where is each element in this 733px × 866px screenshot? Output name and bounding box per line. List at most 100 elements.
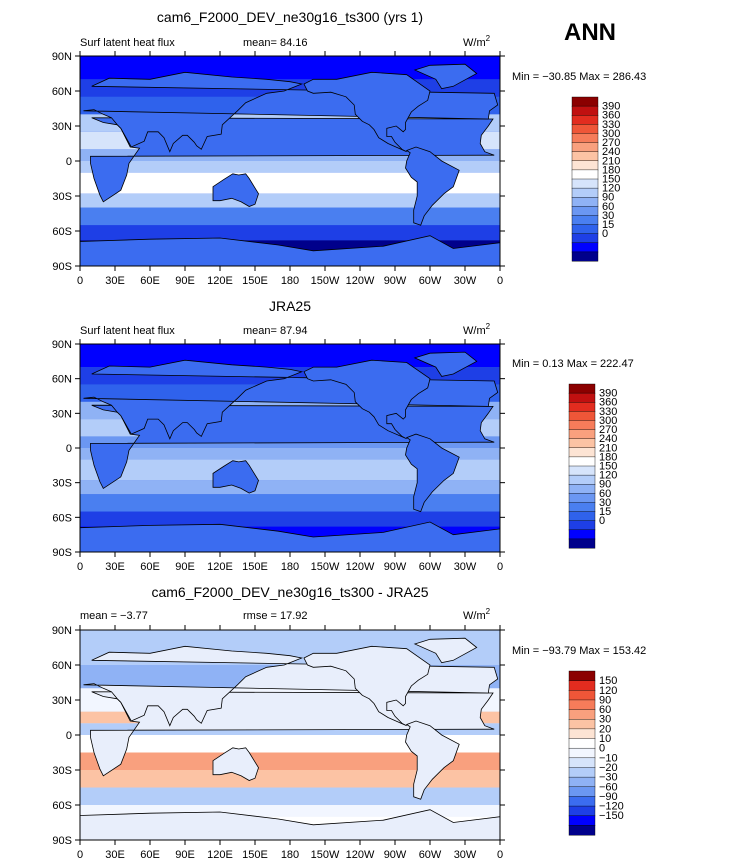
colorbar-label: −60	[599, 781, 618, 793]
colorbar-swatch	[571, 242, 599, 253]
lat-tick-label: 90N	[52, 339, 72, 351]
colorbar-label: 20	[599, 723, 611, 735]
lat-tick-label: 60N	[52, 374, 72, 386]
colorbar-swatch	[568, 484, 596, 494]
map-band	[80, 805, 500, 817]
colorbar-swatch	[568, 529, 596, 540]
colorbar-swatch	[568, 420, 596, 431]
colorbar-swatch	[568, 411, 596, 421]
lat-tick-label: 90S	[52, 835, 72, 847]
colorbar-label: 180	[599, 451, 617, 463]
colorbar-swatch	[568, 709, 596, 720]
map-band	[80, 459, 500, 481]
colorbar-label: 30	[602, 210, 614, 222]
lon-tick-label: 120E	[207, 561, 233, 573]
lon-tick-label: 120W	[346, 561, 375, 573]
continent-greenland	[413, 351, 478, 377]
lat-tick-label: 0	[66, 443, 72, 455]
colorbar-swatch	[568, 474, 596, 485]
variable-label: Surf latent heat flux	[80, 325, 175, 337]
colorbar-swatch	[568, 728, 596, 740]
mean-label: mean = −3.77	[80, 610, 148, 622]
lon-tick-label: 30E	[105, 561, 125, 573]
map-band	[80, 448, 500, 460]
lat-tick-label: 0	[66, 156, 72, 168]
variable-label: Surf latent heat flux	[80, 37, 175, 49]
lat-ticks: 90N 60N 30N 0 30S 60S 90S	[52, 51, 505, 273]
colorbar-swatch	[568, 493, 596, 503]
lat-tick-label: 0	[66, 730, 72, 742]
colorbar-swatch	[568, 383, 596, 394]
colorbar-label: 150	[602, 174, 620, 186]
colorbar-label: 270	[599, 424, 617, 436]
colorbar-label: 300	[602, 128, 620, 140]
rmse-label: rmse = 17.92	[243, 610, 308, 622]
map-band	[80, 225, 500, 241]
colorbar-label: −90	[599, 791, 618, 803]
colorbar-label: 120	[602, 183, 620, 195]
colorbar-swatch	[568, 786, 596, 797]
continent-north-america	[303, 645, 431, 727]
continent-australia	[212, 460, 259, 494]
map-band	[80, 193, 500, 208]
lat-tick-label: 30N	[52, 695, 72, 707]
minmax-label: Min = −93.79 Max = 153.42	[512, 645, 646, 657]
map-band	[80, 494, 500, 512]
colorbar-label: 30	[599, 714, 611, 726]
panel-title: JRA25	[269, 298, 311, 314]
colorbar-label: 360	[599, 397, 617, 409]
colorbar-swatch	[568, 738, 596, 749]
lon-tick-label: 60W	[419, 275, 442, 287]
lon-tick-label: 90W	[384, 275, 407, 287]
lon-tick-label: 60W	[419, 561, 442, 573]
colorbar-label: 330	[602, 119, 620, 131]
lat-tick-label: 30N	[52, 121, 72, 133]
colorbar-swatch	[571, 215, 599, 226]
continent-north-america	[303, 71, 431, 153]
units-label: W/m2	[463, 322, 491, 337]
colorbar-swatch	[568, 511, 596, 522]
continent-australia	[212, 173, 259, 207]
colorbar-swatch	[568, 402, 596, 412]
colorbar-swatch	[571, 233, 599, 244]
minmax-label: Min = 0.13 Max = 222.47	[512, 358, 634, 370]
lon-tick-label: 90E	[175, 849, 195, 861]
mean-label: mean= 84.16	[243, 37, 308, 49]
colorbar-swatch	[568, 392, 596, 403]
colorbar-label: 60	[602, 201, 614, 213]
lon-tick-label: 150E	[242, 849, 268, 861]
colorbar-swatch	[568, 747, 596, 759]
lon-tick-label: 0	[77, 849, 83, 861]
mean-label: mean= 87.94	[243, 325, 308, 337]
colorbar-swatch	[571, 160, 599, 171]
colorbar-label: −30	[599, 772, 618, 784]
units-label: W/m2	[463, 607, 491, 622]
lon-tick-label: 90W	[384, 849, 407, 861]
colorbar-label: 240	[602, 146, 620, 158]
colorbar-label: 150	[599, 675, 617, 687]
colorbar-label: 60	[599, 704, 611, 716]
lon-ticks: 0 30E 60E 90E 120E 150E 180 150W 120W 90W 60W 30W 0	[77, 625, 503, 861]
lon-tick-label: 0	[77, 275, 83, 287]
season-label: ANN	[564, 19, 616, 46]
colorbar-label: 0	[602, 228, 608, 240]
map-band	[80, 787, 500, 805]
lon-tick-label: 150W	[311, 849, 340, 861]
colorbar-label: 330	[599, 406, 617, 418]
colorbar-swatch	[568, 670, 596, 682]
lon-tick-label: 150W	[311, 561, 340, 573]
colorbar-label: 240	[599, 433, 617, 445]
colorbar-swatch	[568, 805, 596, 817]
lat-tick-label: 30N	[52, 408, 72, 420]
colorbar-swatch	[568, 520, 596, 531]
lon-tick-label: 0	[497, 561, 503, 573]
lon-tick-label: 0	[497, 849, 503, 861]
colorbar-swatch	[571, 96, 599, 107]
lat-tick-label: 30S	[52, 478, 72, 490]
colorbar-swatch	[568, 690, 596, 701]
colorbar-label: 10	[599, 733, 611, 745]
units-label: W/m2	[463, 34, 491, 49]
lon-tick-label: 150E	[242, 561, 268, 573]
lon-tick-label: 180	[281, 561, 299, 573]
